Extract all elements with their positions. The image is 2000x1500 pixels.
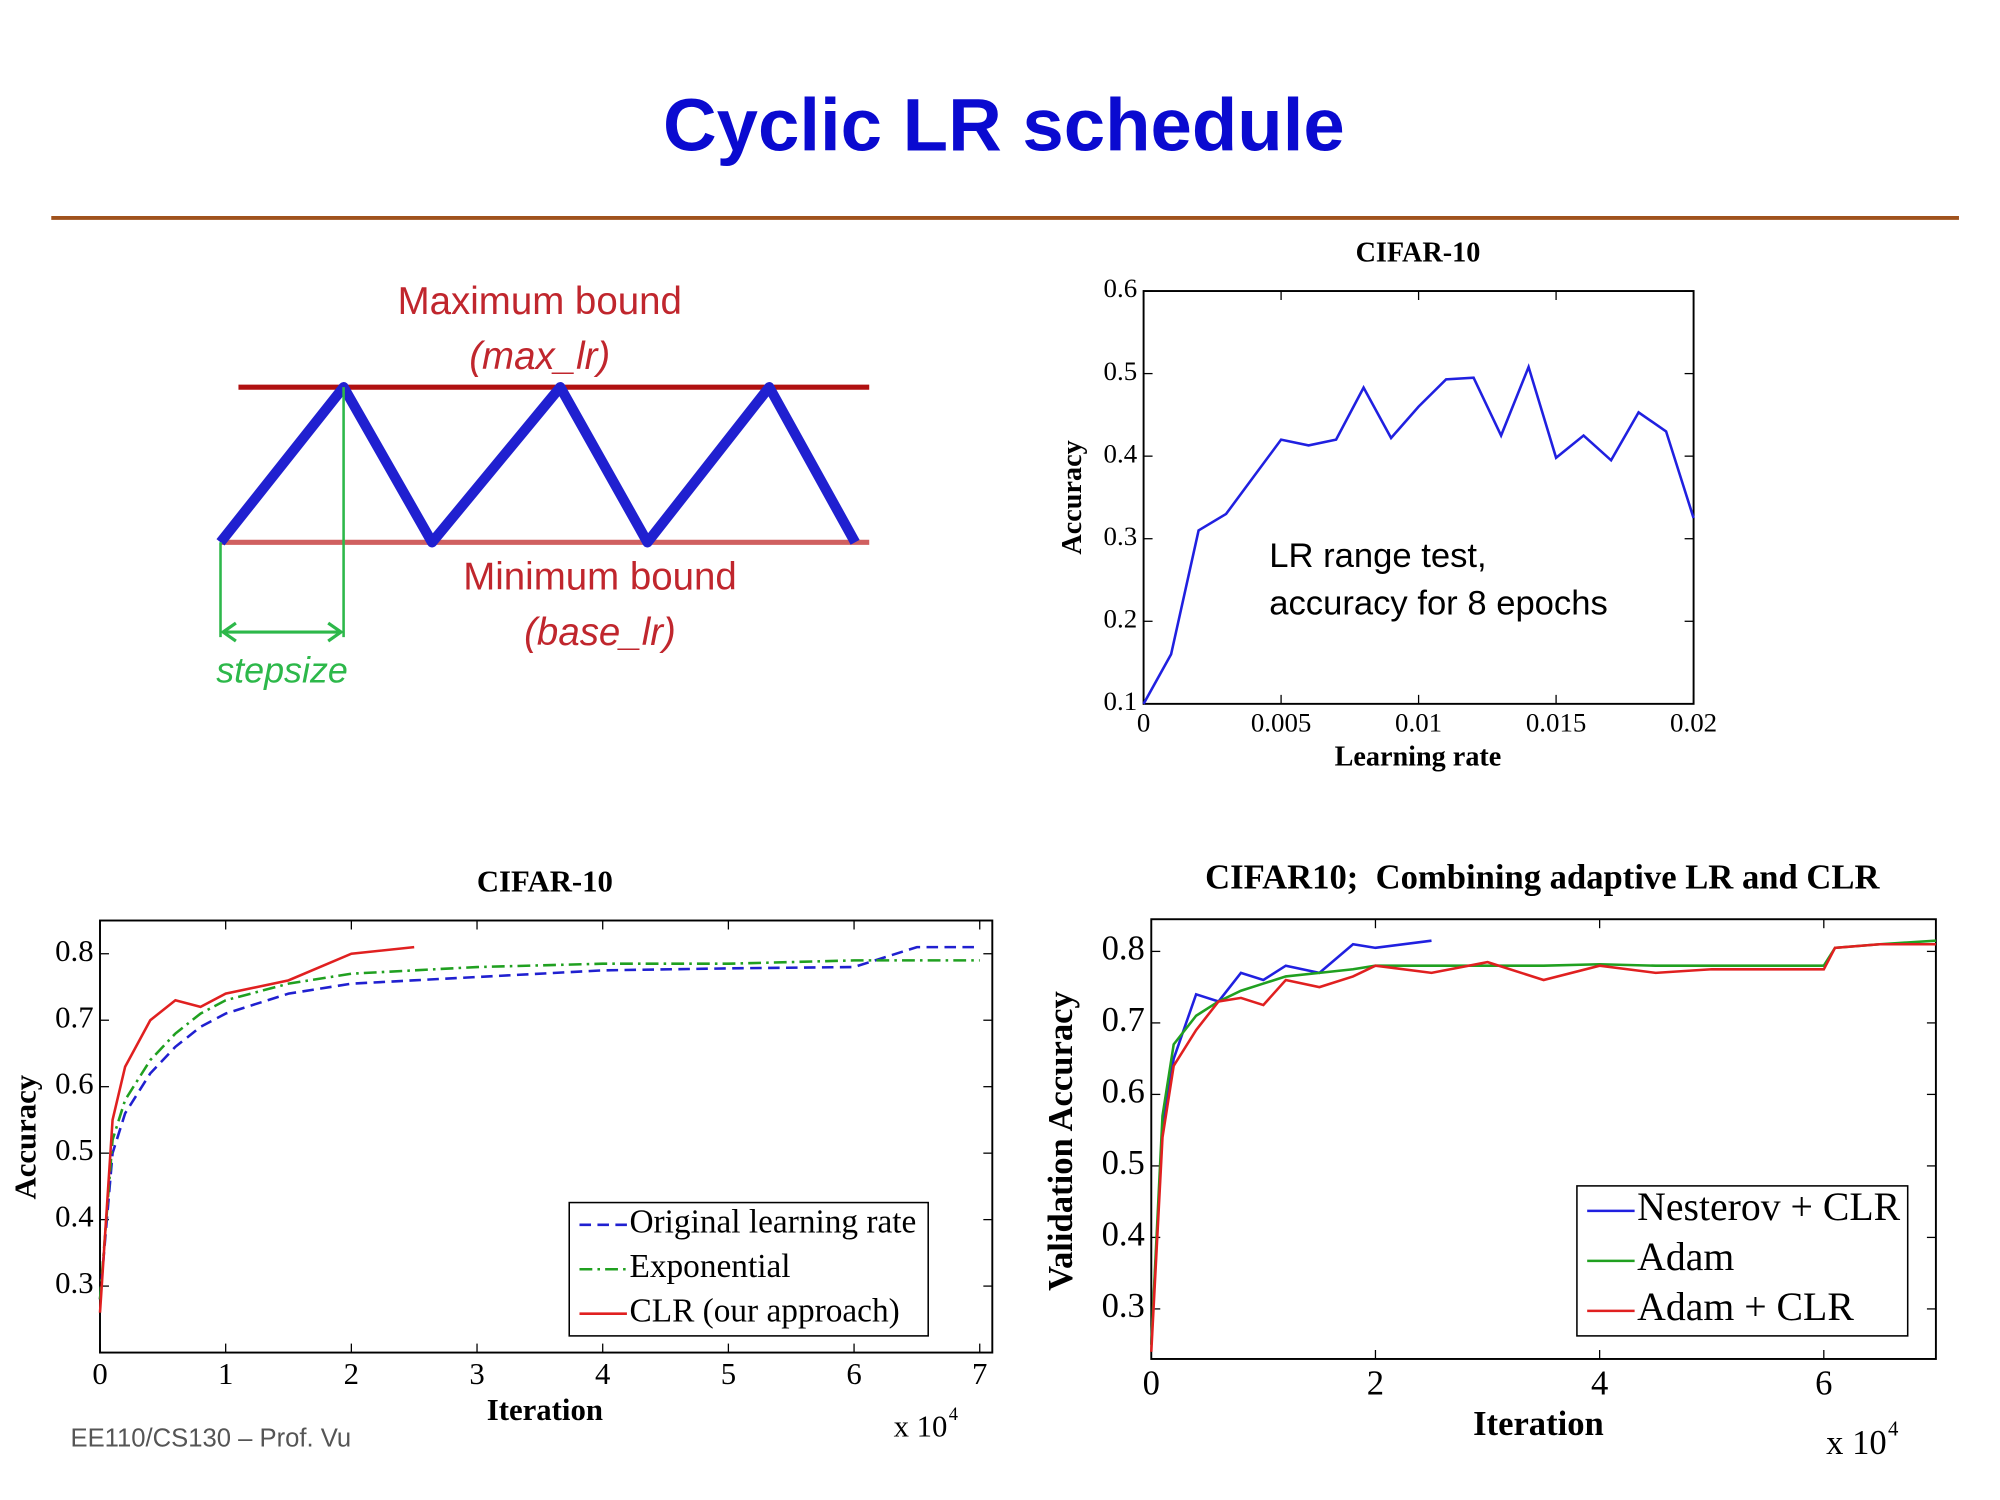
data-line [98,945,980,1300]
x-tick-label: 6 [1815,1365,1832,1403]
legend-label: Exponential [629,1248,790,1285]
x-tick-label: 0 [92,1357,107,1391]
x-tick-label: 4 [595,1357,610,1391]
x-tick-label: 0.01 [1395,708,1442,738]
x-multiplier-exponent: 4 [949,1404,958,1424]
x-tick-label: 5 [721,1357,736,1391]
y-tick-label: 0.8 [1102,929,1145,967]
x-axis-label: Learning rate [1335,741,1502,772]
y-tick-label: 0.6 [1102,1072,1145,1110]
slide-title: Cyclic LR schedule [663,83,1345,166]
arrow-head [220,621,237,643]
y-tick-label: 0.6 [1104,273,1138,303]
plot-frame [1142,290,1695,705]
y-tick-label: 0.8 [55,934,93,968]
y-tick-label: 0.2 [1104,603,1138,633]
y-tick-label: 0.3 [1102,1287,1145,1325]
footer: EE110/CS130 – Prof. Vu [71,1425,352,1453]
chart-title: CIFAR10; Combining adaptive LR and CLR [1205,859,1880,897]
y-tick-label: 0.3 [1104,521,1138,551]
y-axis-label: Accuracy [1057,440,1088,554]
legend-label: Adam + CLR [1637,1285,1854,1329]
legend-box [568,1201,929,1337]
y-tick-label: 0.4 [1104,438,1138,468]
x-axis-label: Iteration [1473,1405,1604,1443]
y-tick-label: 0.5 [1102,1144,1145,1182]
x-tick-label: 2 [344,1357,359,1391]
data-line [1142,363,1695,705]
lr-diagram: Maximum bound (max_lr) Minimum bound (ba… [216,280,870,691]
y-tick-label: 0.1 [1104,686,1138,716]
x-tick-label: 4 [1591,1365,1608,1403]
y-tick-label: 0.4 [1102,1215,1145,1253]
x-tick-label: 0 [1137,708,1150,738]
y-tick-label: 0.4 [55,1200,93,1234]
x-axis-label: Iteration [487,1393,603,1427]
x-tick-label: 3 [469,1357,484,1391]
chart: 0 1 2 3 4 5 6 7 0.3 0.4 0.5 0.6 0.7 0.8 CIFAR-10 Iterat… [8,865,994,1444]
arrow-head [327,621,344,643]
annotation: LR range test, [1269,537,1486,575]
legend-label: Original learning rate [629,1203,916,1240]
x-tick-label: 0.02 [1670,708,1717,738]
annotation: accuracy for 8 epochs [1269,584,1608,622]
x-tick-label: 2 [1367,1365,1384,1403]
max-label: Maximum bound [398,280,682,323]
x-tick-label: 6 [846,1357,861,1391]
data-line [98,945,415,1313]
y-axis-label: Validation Accuracy [1042,991,1080,1291]
x-tick-label: 0.005 [1251,708,1312,738]
x-multiplier: x 10 [894,1410,948,1444]
legend-label: Adam [1637,1235,1734,1279]
min-label: Minimum bound [463,556,737,599]
x-tick-label: 0.015 [1526,708,1587,738]
min-name: (base_lr) [524,611,676,654]
step-label: stepsize [216,651,348,691]
x-tick-label: 0 [1143,1365,1160,1403]
x-tick-label: 7 [972,1357,987,1391]
y-axis-label: Accuracy [8,1074,42,1199]
chart-title: CIFAR-10 [477,865,613,899]
y-tick-label: 0.6 [55,1067,93,1101]
chart: 0 0.005 0.01 0.015 0.02 0.1 0.2 0.3 0.4 0.5 0.6 CIF… [1057,238,1717,773]
legend-label: CLR (our approach) [629,1292,899,1329]
y-tick-label: 0.5 [1104,356,1138,386]
y-tick-label: 0.7 [1102,1001,1145,1039]
x-tick-label: 1 [218,1357,233,1391]
max-name: (max_lr) [469,335,610,378]
chart: 0 2 4 6 0.3 0.4 0.5 0.6 0.7 0.8 CIFAR10; Combining… [1042,859,1937,1462]
y-tick-label: 0.5 [55,1133,93,1167]
data-line [1150,939,1936,1345]
x-multiplier: x 10 [1826,1424,1887,1462]
y-tick-label: 0.7 [55,1000,93,1034]
chart-title: CIFAR-10 [1356,238,1481,269]
x-multiplier-exponent: 4 [1888,1418,1899,1440]
data-line [1150,942,1936,1352]
data-line [98,959,980,1300]
legend-label: Nesterov + CLR [1637,1185,1900,1229]
y-tick-label: 0.3 [55,1266,93,1300]
